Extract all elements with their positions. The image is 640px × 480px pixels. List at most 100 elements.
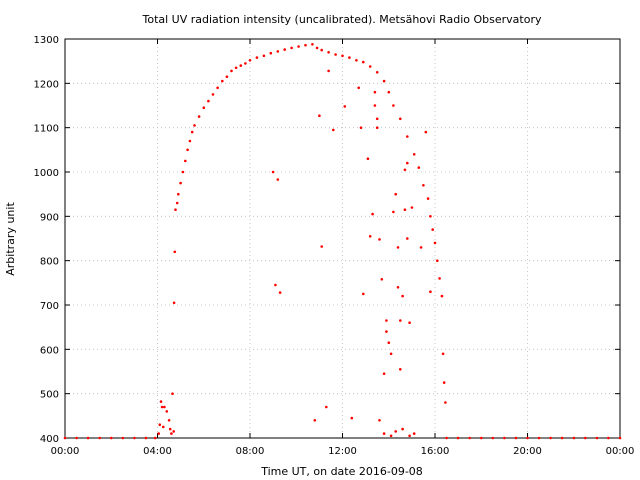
data-point [396, 286, 400, 289]
data-point [503, 436, 506, 440]
data-point [491, 436, 495, 440]
x-tick-label: 00:00 [51, 446, 80, 457]
data-point [368, 65, 372, 68]
data-point [207, 99, 210, 103]
data-point [412, 432, 416, 435]
data-point [168, 427, 172, 431]
data-point [456, 436, 460, 440]
data-point [406, 237, 409, 240]
data-point [153, 436, 157, 440]
data-point [382, 372, 386, 376]
data-point [368, 235, 372, 238]
data-point [389, 352, 393, 356]
data-point [438, 277, 441, 280]
data-point [357, 86, 361, 90]
data-point [436, 259, 439, 263]
data-point [283, 48, 287, 51]
data-point [184, 159, 187, 163]
data-point [234, 66, 238, 70]
data-point [392, 104, 395, 107]
data-point [366, 157, 370, 160]
data-point [359, 126, 363, 129]
data-point [440, 294, 444, 298]
data-point [239, 64, 243, 67]
y-tick-label: 700 [40, 301, 59, 312]
data-point [387, 90, 391, 94]
data-point [179, 181, 182, 185]
data-point [401, 427, 404, 431]
data-point [172, 301, 176, 305]
data-point [315, 46, 319, 50]
data-point [403, 168, 407, 172]
data-point [174, 208, 177, 211]
x-tick-label: 00:00 [606, 446, 635, 457]
chart-title: Total UV radiation intensity (uncalibrat… [142, 13, 542, 26]
data-point [373, 104, 377, 107]
data-points [63, 43, 622, 440]
y-tick-label: 500 [40, 390, 59, 401]
y-tick-label: 1000 [34, 168, 59, 179]
data-point [343, 105, 347, 108]
data-point [244, 62, 247, 65]
data-point [444, 401, 447, 404]
data-point [406, 135, 409, 138]
data-point [165, 410, 169, 413]
data-point [248, 59, 252, 62]
data-point [408, 321, 411, 325]
x-tick-label: 08:00 [236, 446, 265, 457]
data-point [276, 50, 280, 53]
data-point [595, 436, 599, 440]
data-point [560, 436, 564, 440]
data-point [375, 126, 379, 129]
data-point [327, 51, 330, 54]
data-point [433, 241, 437, 245]
data-point [382, 79, 386, 83]
data-point [429, 290, 432, 294]
data-point [318, 114, 321, 117]
data-point [158, 423, 162, 427]
data-point [157, 432, 160, 435]
x-tick-label: 20:00 [513, 446, 542, 457]
data-point [63, 436, 67, 440]
data-point [419, 246, 423, 249]
data-point [399, 368, 402, 371]
data-point [371, 212, 374, 216]
y-tick-label: 600 [40, 345, 59, 356]
data-point [401, 294, 404, 298]
data-point [162, 425, 165, 429]
data-point [290, 46, 293, 50]
data-point [320, 245, 324, 248]
data-point [375, 71, 379, 74]
data-point [177, 192, 180, 196]
data-point [230, 69, 233, 73]
data-point [278, 291, 282, 294]
data-point [175, 201, 179, 205]
data-point [160, 405, 164, 409]
data-point [380, 278, 384, 281]
x-tick-label: 04:00 [143, 446, 172, 457]
y-axis-title: Arbitrary unit [4, 202, 17, 276]
data-point [392, 210, 395, 214]
y-tick-label: 400 [40, 434, 59, 445]
data-point [269, 51, 273, 55]
y-tick-label: 1300 [34, 35, 59, 46]
data-point [514, 436, 518, 440]
data-point [355, 59, 358, 62]
data-point [75, 436, 78, 440]
data-point [271, 170, 275, 174]
data-point [584, 436, 587, 440]
data-point [276, 178, 280, 181]
y-tick-label: 800 [40, 257, 59, 268]
x-tick-label: 16:00 [421, 446, 450, 457]
data-point [159, 400, 163, 403]
data-point [311, 43, 314, 46]
data-point [171, 392, 174, 396]
data-point [537, 436, 541, 440]
data-point [225, 75, 229, 78]
data-point [424, 130, 428, 134]
data-point [406, 161, 409, 165]
data-point [350, 416, 354, 420]
data-point [394, 192, 398, 196]
data-point [378, 419, 381, 422]
data-point [417, 166, 421, 169]
